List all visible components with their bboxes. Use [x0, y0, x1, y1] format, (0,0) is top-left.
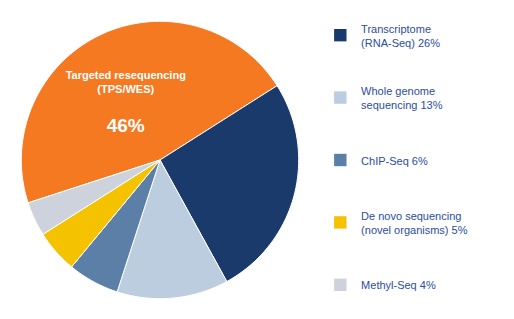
svg-text:De novo sequencing(novel organ: De novo sequencing(novel organisms) 5% [361, 210, 468, 236]
svg-text:Whole genomesequencing 13%: Whole genomesequencing 13% [361, 85, 443, 111]
svg-text:Transcriptome(RNA-Seq) 26%: Transcriptome(RNA-Seq) 26% [361, 23, 440, 49]
svg-text:Methyl-Seq 4%: Methyl-Seq 4% [361, 279, 436, 291]
svg-text:ChIP-Seq 6%: ChIP-Seq 6% [361, 155, 428, 167]
svg-text:Targeted resequencing(TPS/WES): Targeted resequencing(TPS/WES) [66, 69, 186, 95]
svg-text:46%: 46% [107, 115, 145, 136]
